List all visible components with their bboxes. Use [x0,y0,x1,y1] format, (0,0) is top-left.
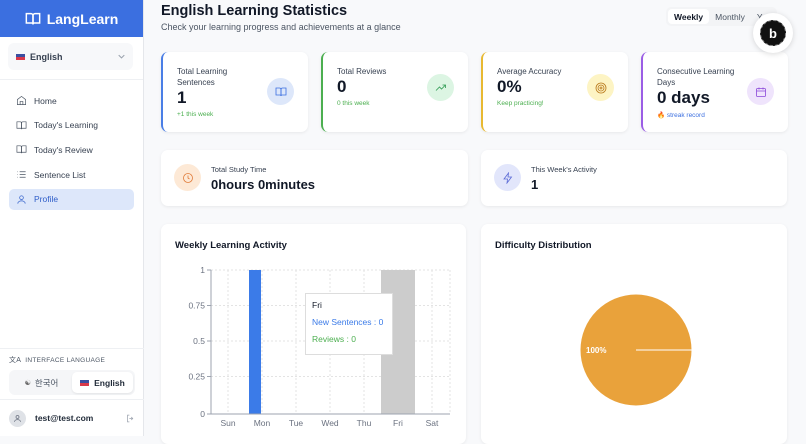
weekly-activity-chart-card: Weekly Learning Activity [161,224,466,444]
summary-label: This Week's Activity [531,165,597,174]
stat-label: Consecutive Learning Days [657,67,735,87]
translate-icon: 文A [9,357,22,364]
stat-card-consecutive-days: Consecutive Learning Days 0 days 🔥 strea… [641,52,788,132]
summary-value: 1 [531,177,539,192]
us-flag-icon [80,379,90,386]
b-logo-icon: b [760,20,786,46]
stat-label: Total Learning Sentences [177,67,228,87]
logout-icon[interactable] [126,414,135,423]
svg-text:Tue: Tue [289,418,304,428]
svg-text:0.25: 0.25 [188,372,205,382]
interface-language-korean[interactable]: ☯ 한국어 [24,377,59,388]
stat-label: Total Reviews [337,67,387,76]
svg-text:0.75: 0.75 [188,301,205,311]
sidebar-item-label: Today's Review [34,144,93,155]
sidebar: LangLearn English Home Today's Learning … [0,0,144,436]
difficulty-chart-card: Difficulty Distribution 100% [481,224,787,444]
interface-language-english[interactable]: English [72,372,133,393]
stat-card-average-accuracy: Average Accuracy 0% Keep practicing! [481,52,628,132]
stat-value: 1 [177,88,187,107]
summary-value: 0hours 0minutes [211,177,316,192]
chart-tooltip: Fri New Sentences : 0 Reviews : 0 [305,293,393,355]
stat-sub: 🔥 streak record [657,112,705,119]
tooltip-day: Fri [312,300,322,310]
avatar[interactable] [9,409,26,427]
page-subtitle: Check your learning progress and achieve… [161,22,401,32]
svg-text:0.5: 0.5 [193,336,205,346]
sidebar-item-todays-review[interactable]: Today's Review [9,139,134,160]
stat-card-total-reviews: Total Reviews 0 0 this week [321,52,468,132]
list-icon [17,171,26,178]
svg-text:Fri: Fri [393,418,403,428]
interface-language-label: 文A INTERFACE LANGUAGE [9,356,106,365]
book-open-icon [267,78,294,105]
sidebar-item-home[interactable]: Home [9,90,134,111]
stat-value: 0% [497,77,522,96]
sidebar-item-label: Home [34,95,57,106]
sidebar-item-profile[interactable]: Profile [9,188,134,210]
calendar-icon [747,78,774,105]
weekly-bar-chart[interactable]: 1 0.75 0.5 0.25 0 Sun Mon Tue Wed Thu Fr… [161,224,466,444]
svg-text:Thu: Thu [357,418,372,428]
svg-text:0: 0 [200,409,205,419]
interface-language-toggle: ☯ 한국어 English [9,370,135,395]
bar-mon-new-sentences [249,270,261,414]
tab-monthly[interactable]: Monthly [715,11,745,22]
tooltip-reviews: Reviews : 0 [312,334,356,344]
book-open-icon [25,12,41,24]
tab-weekly[interactable]: Weekly [668,9,710,24]
svg-text:Sun: Sun [220,418,235,428]
tooltip-new-sentences: New Sentences : 0 [312,317,384,327]
summary-card-study-time: Total Study Time 0hours 0minutes [161,150,468,206]
period-tabs: Weekly Monthly Y... [666,7,777,26]
stat-value: 0 [337,77,347,96]
stat-sub: +1 this week [177,111,214,118]
trending-up-icon [427,74,454,101]
summary-label: Total Study Time [211,165,267,174]
lightning-icon [494,164,521,191]
target-icon [587,74,614,101]
stat-label: Average Accuracy [497,67,562,76]
difficulty-pie-chart[interactable]: 100% [481,224,787,444]
divider [0,79,143,80]
sidebar-item-label: Profile [34,194,59,205]
user-icon [17,195,26,204]
chevron-down-icon [118,54,125,59]
page-title: English Learning Statistics [161,3,348,19]
us-flag-icon [16,54,25,61]
kr-flag-icon: ☯ [24,379,31,387]
sidebar-item-todays-learning[interactable]: Today's Learning [9,115,134,136]
clock-icon [174,164,201,191]
svg-text:Wed: Wed [321,418,339,428]
summary-card-week-activity: This Week's Activity 1 [481,150,787,206]
svg-text:Sat: Sat [426,418,439,428]
language-select-value: English [30,51,63,62]
stat-sub: 0 this week [337,100,370,107]
stat-value: 0 days [657,88,710,107]
stat-sub: Keep practicing! [497,100,544,107]
floating-badge-button[interactable]: b [753,13,793,53]
svg-text:1: 1 [200,265,205,275]
brand-name: LangLearn [46,10,119,27]
sidebar-item-label: Today's Learning [34,120,98,131]
brand-logo[interactable]: LangLearn [0,0,143,37]
chart-title: Difficulty Distribution [495,240,592,251]
home-icon [17,95,26,105]
interface-language-section: 文A INTERFACE LANGUAGE ☯ 한국어 English [0,348,144,395]
svg-text:Mon: Mon [254,418,271,428]
stat-card-total-sentences: Total Learning Sentences 1 +1 this week [161,52,308,132]
sidebar-item-label: Sentence List [34,169,86,180]
user-email: test@test.com [35,413,94,423]
user-icon [14,414,21,422]
book-icon [16,121,27,129]
chart-title: Weekly Learning Activity [175,240,287,251]
svg-text:100%: 100% [586,346,606,355]
user-section: test@test.com [0,399,144,436]
book-icon [16,145,27,154]
sidebar-item-sentence-list[interactable]: Sentence List [9,164,134,185]
language-select[interactable]: English [8,43,133,70]
sidebar-nav: Home Today's Learning Today's Review Sen… [0,80,143,210]
